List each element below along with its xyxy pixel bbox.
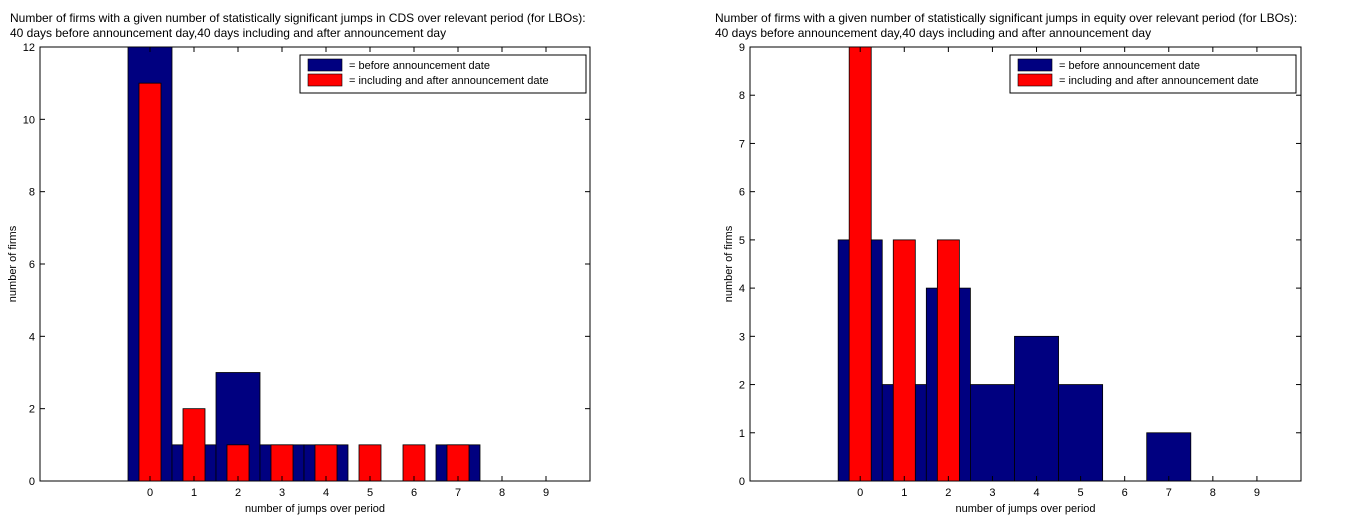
bar-after bbox=[936, 239, 960, 482]
y-axis-label: number of firms bbox=[7, 225, 19, 302]
y-tick-label: 8 bbox=[739, 90, 745, 102]
bar-after bbox=[848, 46, 872, 482]
y-tick-label: 4 bbox=[29, 331, 35, 343]
x-axis-label: number of jumps over period bbox=[245, 503, 385, 515]
bar-before bbox=[969, 384, 1015, 482]
chart-subtitle: 40 days before announcement day,40 days … bbox=[715, 25, 1152, 40]
chart-title-line1: Number of firms with a given number of s… bbox=[715, 11, 1298, 25]
bar-before bbox=[1058, 384, 1104, 482]
x-tick-label: 8 bbox=[499, 487, 505, 499]
x-axis-label: number of jumps over period bbox=[955, 503, 1095, 515]
x-tick-label: 1 bbox=[191, 487, 197, 499]
y-axis-label: number of firms bbox=[723, 225, 735, 302]
cds-jumps-chart-panel: Number of firms with a given number of s… bbox=[0, 0, 674, 517]
legend-label: = including and after announcement date bbox=[349, 75, 549, 87]
y-tick-label: 0 bbox=[29, 476, 35, 488]
bar-after bbox=[138, 82, 162, 482]
y-tick-label: 6 bbox=[29, 259, 35, 271]
legend-box bbox=[1009, 54, 1297, 94]
bar-after bbox=[226, 444, 250, 482]
bar-after bbox=[358, 444, 382, 482]
bar-before bbox=[1014, 335, 1059, 482]
equity-jumps-chart-panel: Number of firms with a given number of s… bbox=[675, 0, 1349, 517]
x-tick-label: 7 bbox=[455, 487, 461, 499]
x-tick-label: 4 bbox=[1033, 487, 1039, 499]
legend-swatch bbox=[1017, 73, 1053, 87]
chart-title: Number of firms with a given number of s… bbox=[10, 11, 586, 40]
y-tick-label: 5 bbox=[739, 235, 745, 247]
y-tick-label: 9 bbox=[739, 42, 745, 54]
x-tick-label: 4 bbox=[323, 487, 329, 499]
legend-label: = before announcement date bbox=[349, 60, 490, 72]
x-tick-label: 2 bbox=[235, 487, 241, 499]
bar-after bbox=[314, 444, 338, 482]
x-tick-label: 5 bbox=[367, 487, 373, 499]
y-tick-label: 0 bbox=[739, 476, 745, 488]
bar-after bbox=[402, 444, 426, 482]
bar-before bbox=[1146, 432, 1192, 482]
bar-after bbox=[892, 239, 916, 482]
x-tick-label: 6 bbox=[1122, 487, 1128, 499]
y-tick-label: 1 bbox=[739, 428, 745, 440]
x-tick-label: 6 bbox=[411, 487, 417, 499]
x-tick-label: 8 bbox=[1210, 487, 1216, 499]
x-tick-label: 0 bbox=[147, 487, 153, 499]
equity-jumps-chart: 0 1 2 3 4 5 6 7 8 9 0 1 2 3 4 5 6 7 8 9 number of jumps over… bbox=[723, 42, 1302, 515]
bar-after bbox=[270, 444, 294, 482]
y-tick-label: 12 bbox=[23, 42, 35, 54]
legend-label: = before announcement date bbox=[1059, 60, 1200, 72]
y-tick-label: 10 bbox=[23, 114, 35, 126]
plot-area bbox=[39, 46, 591, 482]
y-tick-label: 8 bbox=[29, 187, 35, 199]
x-tick-label: 0 bbox=[857, 487, 863, 499]
x-tick-label: 5 bbox=[1078, 487, 1084, 499]
x-tick-label: 3 bbox=[989, 487, 995, 499]
chart-subtitle: 40 days before announcement day,40 days … bbox=[10, 25, 447, 40]
legend-box bbox=[299, 54, 587, 94]
bar-after bbox=[182, 408, 206, 482]
y-tick-label: 2 bbox=[29, 404, 35, 416]
x-tick-label: 7 bbox=[1166, 487, 1172, 499]
y-tick-label: 7 bbox=[739, 138, 745, 150]
legend-swatch bbox=[307, 73, 343, 87]
x-tick-label: 1 bbox=[901, 487, 907, 499]
legend-label: = including and after announcement date bbox=[1059, 75, 1259, 87]
legend-swatch bbox=[307, 58, 343, 72]
chart-title-line1: Number of firms with a given number of s… bbox=[10, 11, 586, 25]
x-tick-label: 2 bbox=[945, 487, 951, 499]
y-tick-label: 6 bbox=[739, 187, 745, 199]
chart-title: Number of firms with a given number of s… bbox=[715, 11, 1297, 40]
legend-swatch bbox=[1017, 58, 1053, 72]
x-tick-label: 9 bbox=[543, 487, 549, 499]
x-tick-label: 3 bbox=[279, 487, 285, 499]
y-tick-label: 3 bbox=[739, 331, 745, 343]
y-tick-label: 4 bbox=[739, 283, 745, 295]
y-tick-label: 2 bbox=[739, 380, 745, 392]
bar-after bbox=[446, 444, 470, 482]
x-tick-label: 9 bbox=[1254, 487, 1260, 499]
